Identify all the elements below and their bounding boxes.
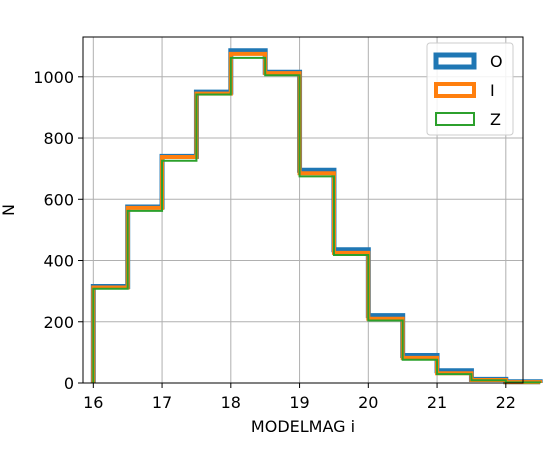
legend-label-Z: Z: [490, 110, 501, 129]
legend-swatch-O: [433, 52, 477, 70]
y-tick-label-1000: 1000: [33, 68, 74, 87]
y-tick-label-800: 800: [43, 129, 74, 148]
legend-label-I: I: [490, 81, 495, 100]
y-axis-ticks: 0 200 400 600 800 1000: [33, 68, 83, 393]
legend-label-O: O: [490, 52, 503, 71]
x-tick-label-18: 18: [221, 393, 241, 412]
y-tick-label-0: 0: [64, 374, 74, 393]
x-tick-label-19: 19: [289, 393, 309, 412]
x-tick-label-22: 22: [496, 393, 516, 412]
x-tick-label-20: 20: [358, 393, 378, 412]
x-tick-label-17: 17: [152, 393, 172, 412]
series-Z: [92, 56, 542, 384]
legend: OIZ: [426, 42, 514, 136]
y-tick-label-200: 200: [43, 313, 74, 332]
series-layer: [90, 48, 543, 385]
x-axis-label: MODELMAG i: [251, 417, 355, 436]
y-axis-label: N: [0, 204, 18, 216]
x-tick-label-21: 21: [427, 393, 447, 412]
y-tick-label-400: 400: [43, 252, 74, 271]
legend-swatch-I: [434, 82, 476, 98]
x-axis-ticks: 16 17 18 19 20 21 22: [83, 383, 516, 412]
y-tick-label-600: 600: [43, 190, 74, 209]
plot-frame: [82, 36, 524, 384]
x-tick-label-16: 16: [83, 393, 103, 412]
legend-swatch-Z: [435, 112, 475, 126]
